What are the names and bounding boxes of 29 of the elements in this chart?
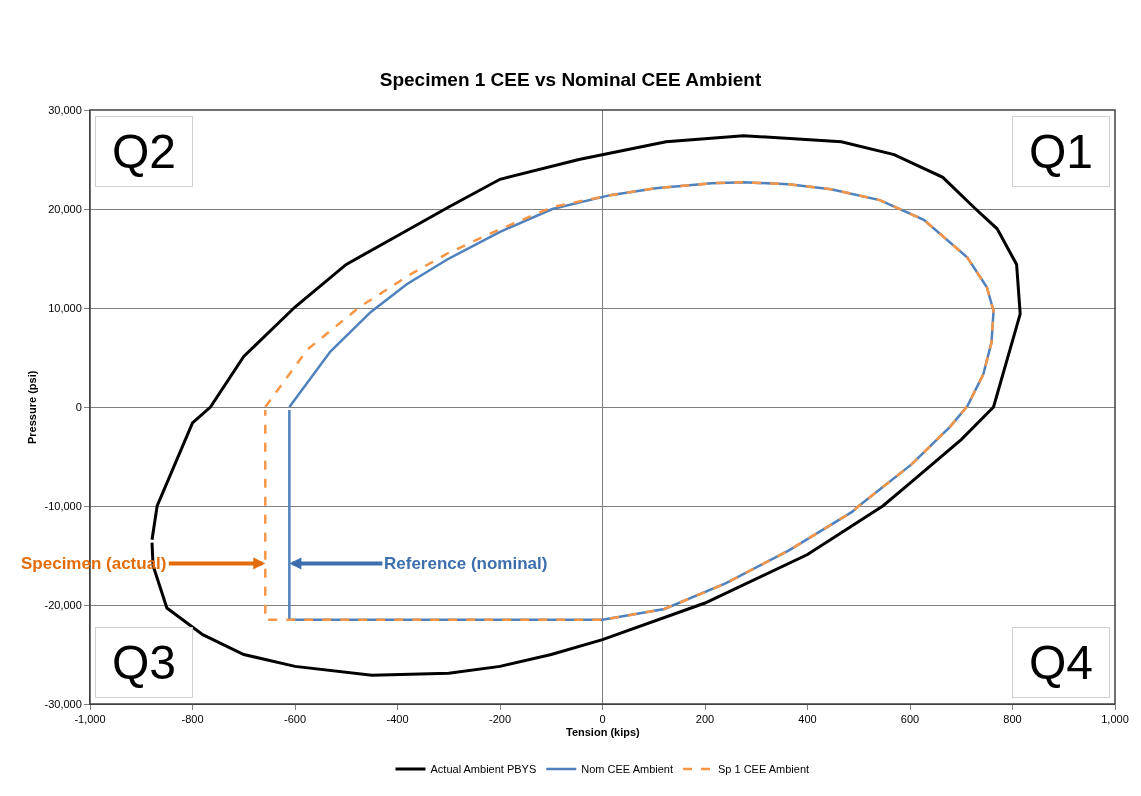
annotation: Q3 (111, 636, 177, 689)
y-tick-label: 0 (75, 400, 82, 413)
annotation: Reference (nominal) (384, 554, 548, 573)
x-tick-label: 1,000 (1101, 713, 1129, 726)
y-tick-label: 30,000 (48, 103, 82, 116)
annotation: Q4 (1028, 636, 1094, 689)
y-tick-label: -10,000 (44, 499, 82, 512)
x-tick-label: 400 (798, 713, 817, 726)
x-tick-label: 200 (695, 713, 715, 726)
x-tick-label: 600 (900, 713, 920, 726)
y-tick-label: -20,000 (44, 598, 82, 611)
x-tick-label: -1,000 (74, 713, 106, 726)
x-axis-title: Tension (kips) (566, 726, 641, 738)
y-tick-label: 20,000 (48, 202, 82, 215)
annotation: Q1 (1028, 125, 1094, 178)
x-tick-label: -200 (488, 713, 512, 726)
x-tick-label: 800 (1003, 713, 1022, 726)
annotation: Q2 (111, 125, 177, 178)
y-axis-title: Pressure (psi) (26, 370, 38, 444)
x-tick-label: 0 (599, 713, 606, 726)
legend-label: Nom CEE Ambient (581, 763, 673, 776)
x-tick-label: -800 (181, 713, 204, 726)
chart-title: Specimen 1 CEE vs Nominal CEE Ambient (379, 69, 762, 91)
y-tick-label: 10,000 (48, 301, 82, 314)
legend-label: Sp 1 CEE Ambient (717, 763, 810, 776)
y-tick-label: -30,000 (44, 697, 82, 710)
x-tick-label: -400 (386, 713, 409, 726)
x-tick-label: -600 (283, 713, 307, 726)
legend-label: Actual Ambient PBYS (430, 763, 537, 776)
